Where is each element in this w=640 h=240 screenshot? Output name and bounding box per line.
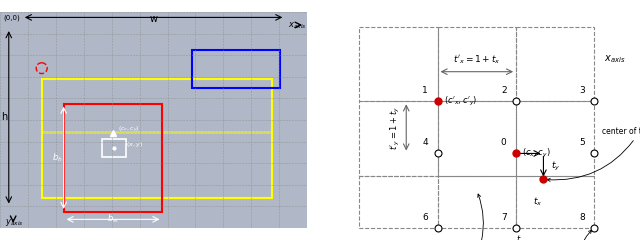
Text: 6: 6: [422, 213, 428, 222]
Bar: [359, 27, 438, 102]
Bar: [42, 79, 272, 198]
Text: $(x,y)$: $(x,y)$: [126, 140, 143, 149]
Text: $t_y$: $t_y$: [551, 160, 561, 173]
Bar: [438, 27, 516, 102]
Text: 0: 0: [501, 138, 507, 148]
Text: 1: 1: [422, 86, 428, 96]
Text: $t_x$: $t_x$: [533, 196, 542, 208]
Bar: [102, 139, 126, 157]
Text: $b_h$: $b_h$: [52, 151, 62, 164]
Bar: [516, 27, 595, 102]
Bar: [359, 102, 438, 176]
Text: $(c_x,c_y)$: $(c_x,c_y)$: [118, 125, 140, 135]
Bar: [192, 50, 280, 88]
Text: $t'_y=1+t_y$: $t'_y=1+t_y$: [389, 105, 403, 150]
Text: center of the object: center of the object: [547, 127, 640, 181]
Text: $x_{axis}$: $x_{axis}$: [604, 53, 626, 65]
Text: 2: 2: [501, 86, 507, 96]
FancyBboxPatch shape: [0, 12, 307, 228]
Text: 8: 8: [579, 213, 585, 222]
Bar: [63, 104, 163, 212]
Text: 7: 7: [501, 213, 507, 222]
Bar: [438, 176, 516, 228]
Bar: [42, 131, 272, 133]
Bar: [359, 176, 438, 228]
Text: $t_x$: $t_x$: [516, 234, 525, 240]
Text: (0,0): (0,0): [3, 14, 20, 21]
Text: $(c'_x,c'_y)$: $(c'_x,c'_y)$: [444, 95, 477, 108]
Text: grid containg
the center: grid containg the center: [451, 194, 502, 240]
Text: 5: 5: [579, 138, 585, 148]
Text: $y_{axis}$: $y_{axis}$: [6, 217, 24, 228]
Bar: [516, 102, 595, 176]
Text: 3: 3: [579, 86, 585, 96]
Text: $b_w$: $b_w$: [107, 212, 119, 225]
Text: h: h: [1, 112, 8, 122]
Bar: [438, 102, 516, 176]
Text: w: w: [150, 14, 157, 24]
Text: $x_{axis}$: $x_{axis}$: [289, 21, 307, 31]
Text: $(c_x,c_y)$: $(c_x,c_y)$: [522, 147, 551, 160]
Text: 4: 4: [422, 138, 428, 148]
Text: grids around the center: grids around the center: [533, 230, 624, 240]
Bar: [516, 176, 595, 228]
Text: $t'_x=1+t_x$: $t'_x=1+t_x$: [453, 53, 500, 66]
